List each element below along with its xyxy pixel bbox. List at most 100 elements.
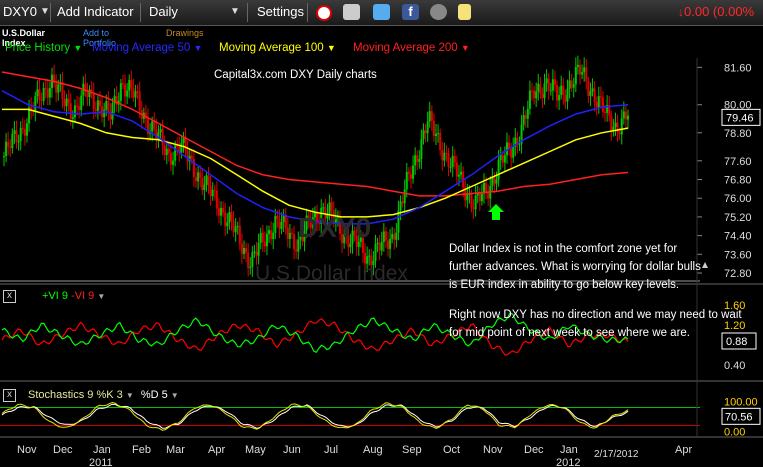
close-vi-panel-icon[interactable]: x xyxy=(3,290,16,303)
legend-ma100[interactable]: Moving Average 100 ▼ xyxy=(219,42,336,54)
period-dropdown-caret-icon[interactable]: ▼ xyxy=(230,6,240,17)
settings-button[interactable]: Settings xyxy=(257,4,304,19)
price-candle xyxy=(169,152,172,165)
price-candle xyxy=(443,152,446,161)
alarm-clock-icon[interactable] xyxy=(316,5,332,21)
note-icon[interactable] xyxy=(458,4,471,20)
y-tick-label: 81.60 xyxy=(724,62,752,74)
annotation-line-4: Right now DXY has no direction and we ma… xyxy=(449,309,742,321)
price-candle xyxy=(387,240,389,249)
close-stochastics-panel-icon[interactable]: x xyxy=(3,389,16,402)
price-candle xyxy=(180,142,183,153)
vi-caret-icon[interactable]: ▼ xyxy=(97,292,106,301)
share-icon[interactable] xyxy=(430,4,447,20)
symbol-dropdown-caret-icon[interactable]: ▼ xyxy=(40,6,50,17)
drawings-link[interactable]: Drawings xyxy=(166,28,204,38)
x-tick-label: Jul xyxy=(324,444,338,456)
price-candle xyxy=(23,128,26,136)
price-candle xyxy=(215,190,218,209)
legend-price-history[interactable]: Price History ▼ xyxy=(5,42,82,54)
price-candle xyxy=(55,83,58,93)
ma50-line xyxy=(1,90,629,225)
vi-minus-label[interactable]: -VI 9 xyxy=(71,290,95,302)
price-candle xyxy=(121,83,124,85)
price-candle xyxy=(46,88,49,98)
x-tick-label: Nov xyxy=(17,444,37,456)
price-candle xyxy=(211,189,214,197)
price-candle xyxy=(508,142,511,149)
price-candle xyxy=(516,137,519,145)
price-candle xyxy=(437,132,440,134)
price-candle xyxy=(512,147,515,158)
price-candle xyxy=(138,91,141,110)
price-candle xyxy=(53,74,56,84)
price-candle xyxy=(449,166,452,168)
price-candle xyxy=(144,112,147,119)
x-tick-label: Dec xyxy=(53,444,73,456)
price-candle xyxy=(178,146,181,153)
x-tick-label: Jan xyxy=(93,444,111,456)
price-candle xyxy=(134,91,137,98)
price-candle xyxy=(280,221,283,229)
calendar-icon[interactable] xyxy=(343,4,360,20)
price-candle xyxy=(368,255,371,257)
date-stamp: 2/17/2012 xyxy=(594,449,639,460)
price-candle xyxy=(543,83,546,99)
price-candle xyxy=(291,232,293,234)
legend-ma50[interactable]: Moving Average 50 ▼ xyxy=(92,42,202,54)
price-candle xyxy=(90,89,93,93)
price-candle xyxy=(322,207,325,209)
x-tick-label: Feb xyxy=(132,444,151,456)
price-candle xyxy=(282,214,285,222)
symbol-field[interactable]: DXY0 xyxy=(3,4,37,19)
price-candle xyxy=(115,96,118,105)
price-candle xyxy=(207,175,210,186)
price-candle xyxy=(276,215,279,220)
price-candle xyxy=(224,212,227,227)
period-select[interactable]: Daily xyxy=(149,4,178,19)
x-tick-label: Jun xyxy=(283,444,301,456)
price-candle xyxy=(11,133,14,148)
price-candle xyxy=(228,212,231,223)
price-candle xyxy=(407,171,410,175)
last-price-label: 79.46 xyxy=(726,112,754,124)
price-candle xyxy=(295,249,298,252)
price-candle xyxy=(126,90,129,97)
price-candle xyxy=(470,193,473,208)
price-candle xyxy=(560,85,563,95)
stochastics-legend[interactable]: Stochastics 9 %K 3 ▼ %D 5 ▼ xyxy=(28,389,179,401)
price-candle xyxy=(483,182,485,194)
price-candle xyxy=(535,91,538,99)
legend-ma100-label: Moving Average 100 xyxy=(219,42,324,54)
price-candle xyxy=(606,105,609,113)
price-candle xyxy=(591,88,594,92)
price-candle xyxy=(7,141,10,147)
price-candle xyxy=(574,67,577,85)
price-candle xyxy=(113,96,116,104)
price-candle xyxy=(192,158,195,178)
annotation-line-2: further advances. What is worrying for d… xyxy=(449,261,701,273)
price-candle xyxy=(249,266,252,269)
facebook-icon[interactable]: f xyxy=(402,4,419,20)
price-candle xyxy=(551,79,554,91)
price-candle xyxy=(236,225,239,227)
price-candle xyxy=(531,90,533,92)
legend-ma200[interactable]: Moving Average 200 ▼ xyxy=(353,42,470,54)
price-candle xyxy=(103,109,106,118)
price-candle xyxy=(622,111,625,119)
price-candle xyxy=(485,182,488,192)
price-candle xyxy=(240,243,243,254)
price-candle xyxy=(69,103,72,119)
price-candle xyxy=(86,91,89,98)
price-candle xyxy=(163,145,166,155)
add-indicator-button[interactable]: Add Indicator xyxy=(57,4,134,19)
price-candle xyxy=(59,82,62,85)
vi-plus-label[interactable]: +VI 9 xyxy=(42,290,68,302)
price-candle xyxy=(61,82,64,99)
price-candle xyxy=(474,195,477,210)
legend-caret-icon: ▼ xyxy=(326,43,336,53)
price-candle xyxy=(165,148,168,155)
twitter-icon[interactable] xyxy=(373,4,390,20)
add-to-portfolio-link[interactable]: Add to Portfolio xyxy=(83,28,117,48)
price-candle xyxy=(73,105,76,118)
